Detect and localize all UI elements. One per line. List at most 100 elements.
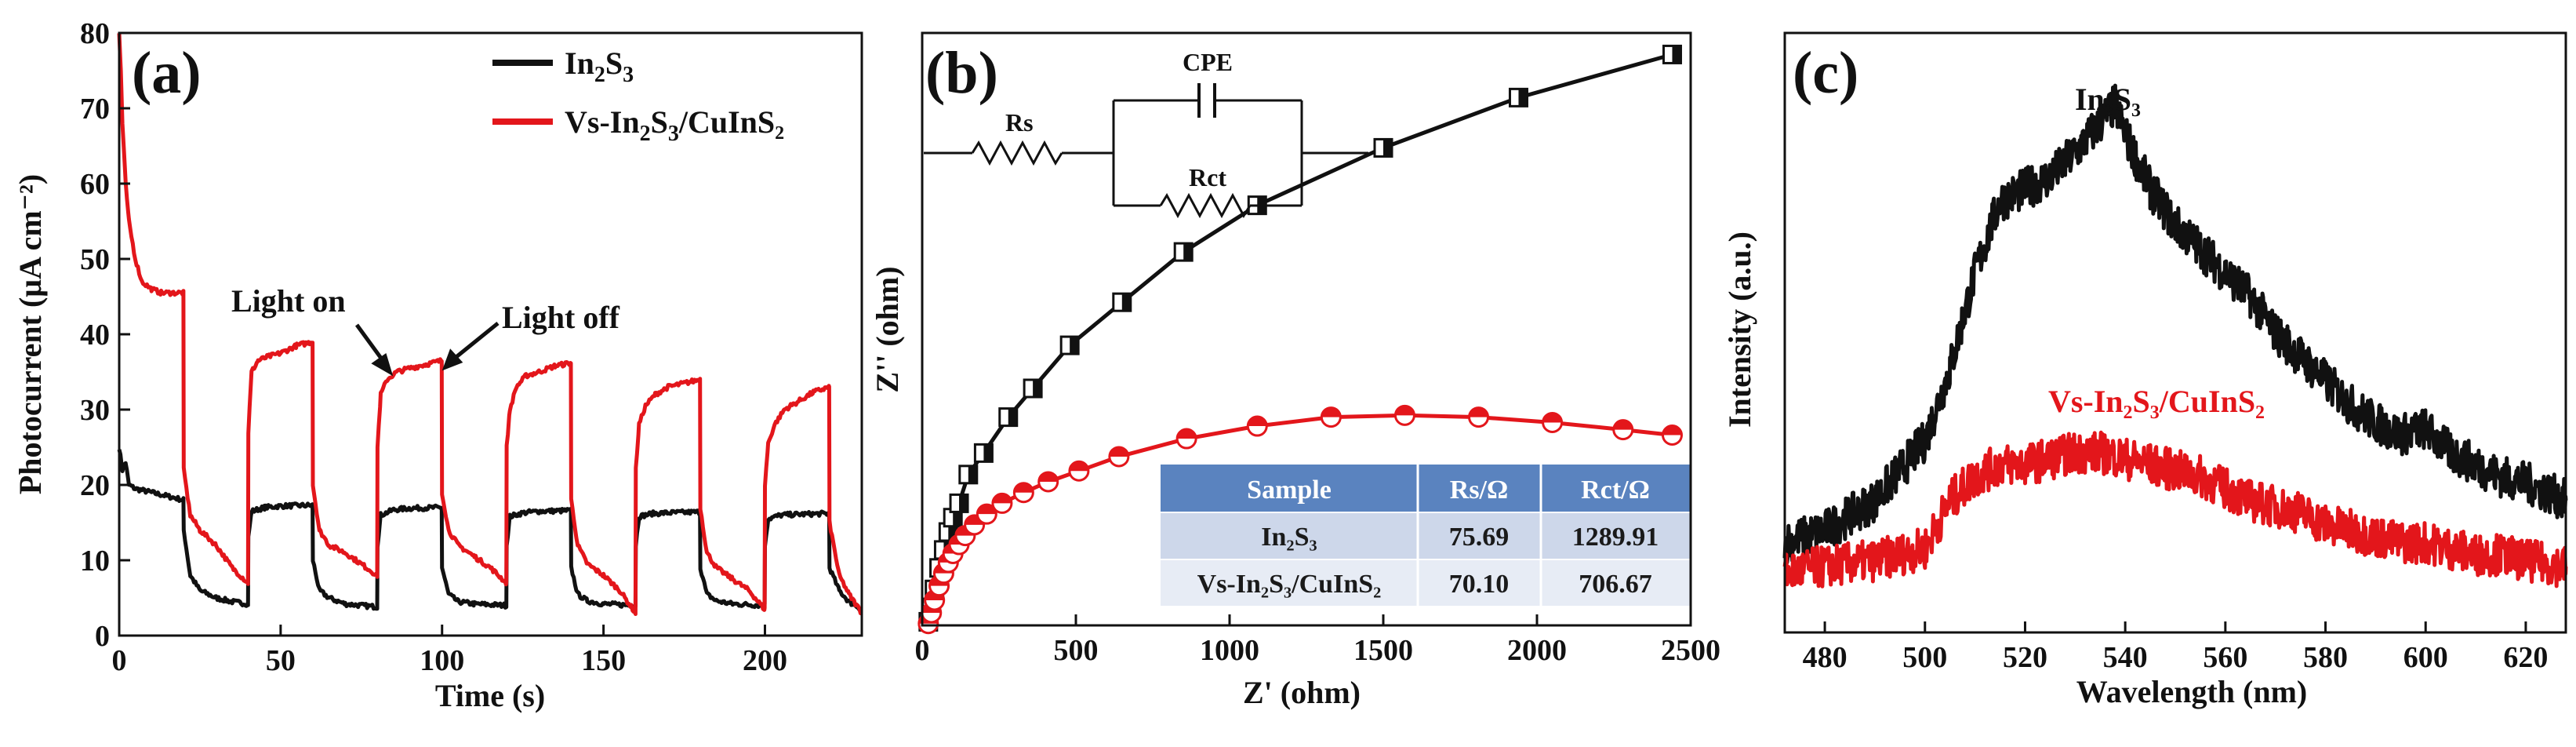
- panel-c-ylabel: Intensity (a.u.): [1722, 231, 1757, 428]
- panel-a-xtick-label: 100: [420, 644, 464, 677]
- table-cell-sample-2: Vs-In₂S₃/CuInS₂: [1197, 570, 1382, 599]
- data-point-vs-in2s3-cuins2: [1612, 419, 1634, 441]
- legend-label-in2s3: In2S3: [565, 46, 634, 87]
- panel-b-data: [917, 44, 1683, 635]
- series-label-in2s3: In₂S₃: [2075, 82, 2141, 117]
- panel-b-ticks: 0 500 1000 1500 2000 2500: [915, 614, 1720, 667]
- panel-a-ytick-label: 30: [80, 394, 110, 427]
- data-point-in2s3: [958, 465, 979, 485]
- data-point-vs-in2s3-cuins2: [1037, 471, 1059, 493]
- table-cell-rct-2: 706.67: [1579, 570, 1652, 599]
- panel-c-ticks: 480 500 520 540 560 580 600 620: [1803, 621, 2548, 674]
- panel-c-frame: [1783, 31, 2567, 634]
- panel-c-label: (c): [1793, 40, 1858, 106]
- data-point-vs-in2s3-cuins2: [1108, 446, 1130, 468]
- panel-b-xlabel: Z' (ohm): [1243, 675, 1361, 710]
- table-header-rs: Rs/Ω: [1450, 476, 1508, 505]
- data-point-in2s3: [1508, 87, 1528, 107]
- resistor-rct-symbol: [1159, 192, 1252, 219]
- panel-c-xtick-label: 600: [2403, 641, 2448, 674]
- annotation-light-off: Light off: [502, 300, 620, 335]
- table-cell-sample-1: In₂S₃: [1261, 523, 1317, 552]
- data-point-in2s3: [1373, 137, 1393, 158]
- panel-c-xlabel: Wavelength (nm): [2076, 674, 2307, 709]
- resistance-table: Sample Rs/Ω Rct/Ω In₂S₃ 75.69 1289.91 Vs…: [1159, 461, 1691, 607]
- series-label-vs-in2s3-cuins2: Vs-In₂S₃/CuInS₂: [2048, 384, 2265, 419]
- data-point-vs-in2s3-cuins2: [1246, 415, 1268, 437]
- panel-c-xtick-label: 500: [1902, 641, 1947, 674]
- panel-c-xtick-label: 560: [2203, 641, 2247, 674]
- panel-a-ytick-label: 80: [80, 17, 110, 50]
- resistor-rs-symbol: [971, 140, 1063, 166]
- panel-a-xtick-label: 50: [266, 644, 296, 677]
- equivalent-circuit: [924, 83, 1368, 219]
- panel-b-xtick-label: 1500: [1353, 634, 1413, 667]
- panel-b-xtick-label: 2000: [1507, 634, 1567, 667]
- panel-b-ylabel: Z'' (ohm): [870, 266, 905, 392]
- table-header-sample: Sample: [1247, 476, 1332, 505]
- circuit-label-cpe: CPE: [1183, 48, 1233, 76]
- panel-b-xtick-label: 2500: [1661, 634, 1720, 667]
- panel-a-ylabel: Photocurrent (μA cm⁻²): [13, 174, 48, 494]
- series-line-in2s3: [117, 449, 863, 612]
- data-point-vs-in2s3-cuins2: [1661, 424, 1683, 446]
- panel-a-ytick-label: 60: [80, 168, 110, 201]
- panel-c-xtick-label: 540: [2103, 641, 2148, 674]
- legend-label-vs-in2s3-cuins2: Vs-In2S3/CuInS₂: [565, 104, 784, 146]
- panel-c-data: [1782, 83, 2568, 588]
- data-point-in2s3: [1173, 242, 1194, 262]
- panel-a-ytick-label: 10: [80, 545, 110, 578]
- annotation-light-on: Light on: [231, 283, 346, 319]
- panel-a-xtick-label: 200: [743, 644, 787, 677]
- data-point-vs-in2s3-cuins2: [1320, 406, 1342, 428]
- panel-b-frame: [921, 31, 1692, 627]
- panel-b-xtick-label: 1000: [1200, 634, 1259, 667]
- data-point-vs-in2s3-cuins2: [1012, 482, 1034, 504]
- data-point-vs-in2s3-cuins2: [964, 514, 986, 536]
- data-point-in2s3: [1023, 378, 1043, 399]
- panel-a-ticks: 0 50 100 150 200 0 10 20 30 40 50 60 70 80: [80, 17, 787, 677]
- annotation-arrows: [354, 322, 500, 377]
- data-point-in2s3: [949, 493, 969, 513]
- panel-a-xtick-label: 150: [581, 644, 626, 677]
- panel-a-data: [117, 33, 863, 616]
- panel-a-ytick-label: 70: [80, 93, 110, 126]
- panel-a-xtick-label: 0: [112, 644, 127, 677]
- data-point-vs-in2s3-cuins2: [976, 503, 997, 525]
- panel-a-ytick-label: 0: [95, 620, 110, 653]
- panel-a-xlabel: Time (s): [435, 678, 545, 713]
- panel-c-xtick-label: 620: [2503, 641, 2548, 674]
- table-cell-rs-1: 75.69: [1449, 523, 1510, 552]
- data-point-vs-in2s3-cuins2: [991, 492, 1013, 514]
- panel-b: Sample Rs/Ω Rct/Ω In₂S₃ 75.69 1289.91 Vs…: [870, 31, 1720, 710]
- panel-c-xtick-label: 480: [1803, 641, 1848, 674]
- data-point-in2s3: [1112, 292, 1132, 312]
- data-point-in2s3: [1059, 335, 1080, 355]
- circuit-label-rct: Rct: [1189, 163, 1226, 191]
- panel-a-ytick-label: 40: [80, 319, 110, 352]
- table-cell-rct-1: 1289.91: [1572, 523, 1659, 552]
- data-point-vs-in2s3-cuins2: [1542, 411, 1564, 433]
- panel-a-ytick-label: 20: [80, 469, 110, 502]
- table-header-rct: Rct/Ω: [1581, 476, 1650, 505]
- data-point-in2s3: [943, 508, 963, 528]
- circuit-label-rs: Rs: [1005, 108, 1034, 137]
- table-cell-rs-2: 70.10: [1449, 570, 1510, 599]
- series-line-vs-in2s3-cuins2: [117, 33, 863, 616]
- data-point-in2s3: [973, 443, 994, 463]
- data-point-in2s3: [1662, 44, 1682, 64]
- data-point-vs-in2s3-cuins2: [1068, 460, 1090, 482]
- panel-b-xtick-label: 500: [1054, 634, 1099, 667]
- data-point-in2s3: [998, 407, 1019, 428]
- data-point-vs-in2s3-cuins2: [1175, 428, 1197, 450]
- panel-b-xtick-label: 0: [915, 634, 930, 667]
- data-point-vs-in2s3-cuins2: [1468, 406, 1490, 428]
- panel-b-label: (b): [925, 40, 998, 106]
- data-point-vs-in2s3-cuins2: [1393, 404, 1415, 426]
- panel-a-ytick-label: 50: [80, 243, 110, 276]
- panel-c-xtick-label: 580: [2303, 641, 2348, 674]
- panel-c-xtick-label: 520: [2003, 641, 2047, 674]
- panel-c: 480 500 520 540 560 580 600 620 (c) In₂S₃ Vs-In…: [1722, 31, 2568, 709]
